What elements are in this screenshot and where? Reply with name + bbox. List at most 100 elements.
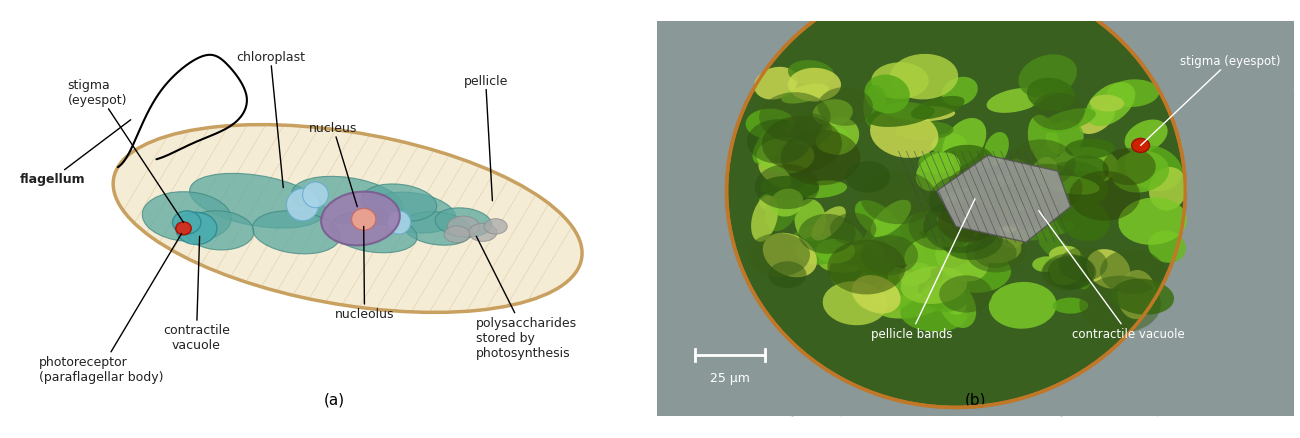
Point [1254,315,1275,322]
Point [760,219,781,226]
Point [1106,209,1127,216]
Point [770,410,790,417]
Point [744,151,764,158]
Ellipse shape [812,100,853,127]
Point [1082,64,1102,71]
Point [1228,73,1249,80]
Ellipse shape [321,192,400,246]
Point [1028,177,1049,184]
Point [1091,265,1112,272]
Point [874,71,894,78]
Point [1004,194,1024,201]
Point [1065,312,1086,319]
Point [1253,184,1274,191]
Point [924,148,945,155]
Point [933,395,954,402]
Point [751,234,772,241]
Point [1140,294,1161,301]
Point [932,392,953,399]
Point [1001,355,1022,362]
Point [1266,392,1287,399]
Ellipse shape [445,226,469,243]
Ellipse shape [1049,246,1080,265]
Ellipse shape [819,241,884,273]
Ellipse shape [770,189,803,217]
Ellipse shape [1086,83,1135,127]
Point [980,181,1001,188]
Point [656,110,677,117]
Point [976,21,997,28]
Point [1278,186,1299,193]
Point [956,232,976,239]
Point [1157,348,1178,355]
Point [1100,111,1121,118]
Point [1013,124,1034,131]
Point [1257,396,1278,403]
Point [793,163,814,170]
Point [827,203,848,210]
Point [781,251,802,258]
Point [776,51,797,58]
Point [1046,297,1067,304]
Ellipse shape [1058,247,1108,282]
Point [731,43,751,50]
Point [978,403,998,410]
Ellipse shape [884,103,933,120]
Point [901,328,922,335]
Point [1277,170,1297,177]
Point [1226,314,1247,321]
Point [837,277,858,284]
Ellipse shape [870,110,939,159]
Point [731,312,751,319]
Point [889,379,910,386]
Point [1100,106,1121,113]
Point [1201,308,1222,315]
Point [1174,201,1195,208]
Point [954,205,975,212]
Point [1222,345,1243,352]
Text: (a): (a) [324,391,346,406]
Point [803,79,824,86]
Point [771,306,792,313]
Ellipse shape [387,212,411,234]
Ellipse shape [1031,93,1084,131]
Ellipse shape [252,211,341,254]
Point [1153,137,1174,144]
Point [940,322,961,329]
Ellipse shape [871,282,900,308]
Ellipse shape [1069,171,1140,221]
Point [907,191,928,198]
Point [766,90,786,97]
Point [676,100,697,107]
Point [1244,121,1265,128]
Point [1170,109,1191,116]
Point [1230,108,1251,115]
Ellipse shape [939,201,997,243]
Point [950,152,971,159]
Ellipse shape [900,212,954,250]
Point [987,148,1008,155]
Point [1180,250,1201,257]
Ellipse shape [871,63,928,100]
Point [896,404,916,411]
Point [1275,400,1296,407]
Point [991,390,1011,397]
Ellipse shape [1100,249,1165,294]
Point [1226,168,1247,175]
Point [1110,92,1131,99]
Ellipse shape [894,122,953,141]
Point [1009,290,1030,297]
Point [1261,29,1282,36]
Point [1150,97,1171,104]
Point [710,267,731,274]
Point [980,241,1001,248]
Ellipse shape [762,117,842,172]
Point [1050,412,1071,419]
Point [720,271,741,278]
Point [1271,62,1292,69]
Point [664,250,685,257]
Point [1228,229,1249,236]
Point [805,248,826,255]
Point [649,332,670,339]
Point [1076,192,1097,199]
